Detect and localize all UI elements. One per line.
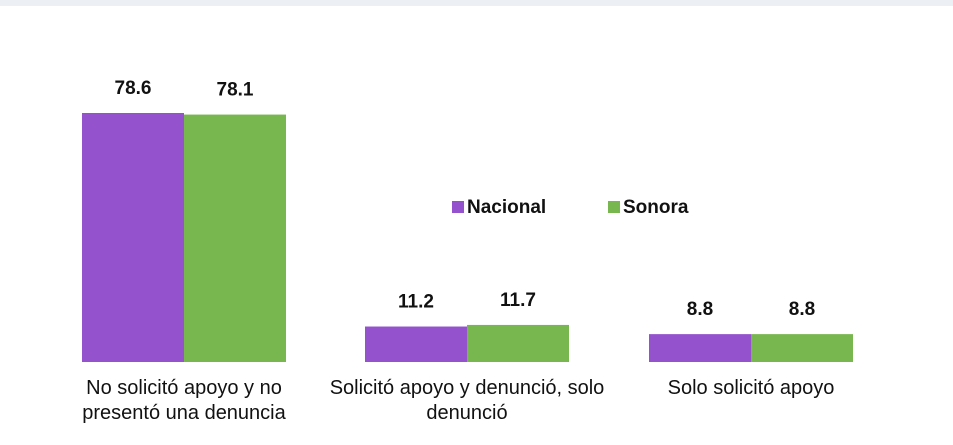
top-border	[0, 0, 953, 6]
bar	[467, 324, 569, 362]
legend-swatch	[452, 201, 464, 213]
category-label: Solo solicitó apoyo	[667, 377, 835, 399]
legend-swatch	[608, 201, 620, 213]
bar	[82, 113, 184, 362]
bar	[184, 114, 286, 362]
value-label: 8.8	[789, 299, 815, 320]
category-label: Solicitó apoyo y denunció, solo denunció	[329, 377, 605, 424]
legend-label: Nacional	[467, 197, 546, 218]
value-label: 11.7	[500, 290, 536, 311]
bar	[365, 326, 467, 362]
bar	[649, 334, 751, 362]
bar	[751, 334, 853, 362]
value-label: 8.8	[687, 299, 713, 320]
value-label: 78.1	[217, 80, 254, 101]
value-label: 78.6	[115, 78, 152, 99]
value-label: 11.2	[398, 292, 434, 313]
category-label: No solicitó apoyo y no presentó una denu…	[82, 377, 286, 424]
legend-label: Sonora	[623, 197, 689, 218]
